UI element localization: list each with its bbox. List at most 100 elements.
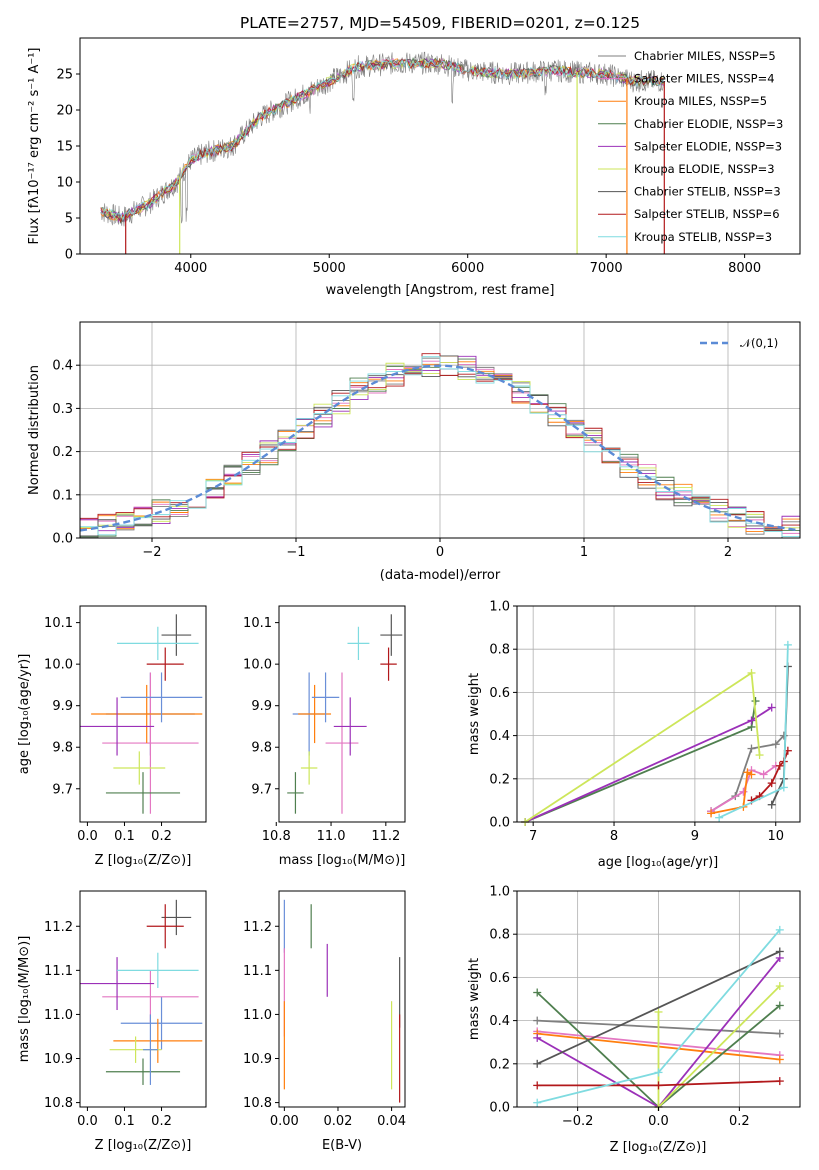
weight-vs-age-frame <box>516 605 801 823</box>
y-tick-label: 9.7 <box>52 782 73 797</box>
y-tick-label: 9.9 <box>251 699 272 714</box>
x-tick-label: 0.0 <box>77 829 98 844</box>
weight-line <box>524 700 757 823</box>
x-tick-label: 7000 <box>590 261 623 276</box>
legend-label: Salpeter MILES, NSSP=4 <box>634 72 775 86</box>
spectrum-panel: 4000 5000 6000 7000 8000 0 5 10 15 20 25 wavelengt… <box>27 37 801 298</box>
y-tick-label: 9.8 <box>251 741 272 756</box>
x-tick-label: 10.8 <box>262 829 291 844</box>
errorbar-point <box>80 697 155 756</box>
errorbar-point <box>80 957 155 1011</box>
y-tick-label: 11.0 <box>243 1008 272 1023</box>
age-vs-z-ylabel: age [log₁₀(age/yr)] <box>17 654 32 775</box>
errorbar-point <box>347 626 370 660</box>
x-tick-label: 7 <box>529 829 537 844</box>
y-tick-label: 9.8 <box>52 741 73 756</box>
y-tick-label: 10.9 <box>44 1052 73 1067</box>
y-tick-label: 0.8 <box>489 643 510 658</box>
errorbar-point <box>161 899 192 936</box>
x-tick-label: 0.00 <box>270 1114 299 1129</box>
weight-line <box>524 706 773 823</box>
spectrum-lines <box>100 51 665 254</box>
spectrum-model-line <box>100 58 664 223</box>
y-tick-label: 11.2 <box>243 920 272 935</box>
errorbar-point <box>300 751 318 785</box>
errorbar-point <box>120 672 203 723</box>
legend-label: Salpeter STELIB, NSSP=6 <box>634 207 780 221</box>
weight-line <box>751 750 789 802</box>
legend-label: Kroupa STELIB, NSSP=3 <box>634 230 772 244</box>
weight-series <box>521 697 760 826</box>
spectrum-model-line <box>100 57 664 222</box>
errorbar-point <box>161 614 192 656</box>
y-tick-label: 10.1 <box>243 616 272 631</box>
y-tick-label: 0.0 <box>489 816 510 831</box>
mass-vs-ebv-xlabel: E(B-V) <box>322 1138 362 1153</box>
legend-label: Chabrier MILES, NSSP=5 <box>634 49 776 63</box>
y-tick-label: 0.3 <box>52 402 73 417</box>
age-vs-mass-panel: 10.8 11.0 11.2 9.7 9.8 9.9 10.0 10.1 mass [log₁… <box>243 605 406 868</box>
mass-vs-ebv-frame <box>278 890 406 1108</box>
x-tick-label: 8000 <box>728 261 761 276</box>
mass-vs-z-panel: 0.0 0.1 0.2 10.8 10.9 11.0 11.1 11.2 Z [log₁₀(Z… <box>17 890 207 1153</box>
x-tick-label: 0.1 <box>114 1114 135 1129</box>
y-tick-label: 20 <box>56 104 73 119</box>
errorbar-point <box>117 626 199 660</box>
x-tick-label: 0 <box>436 545 444 560</box>
residual-xlabel: (data-model)/error <box>380 568 501 583</box>
x-tick-label: 10 <box>767 829 784 844</box>
y-tick-label: 11.1 <box>44 964 73 979</box>
residual-ylabel: Normed distribution <box>27 365 42 495</box>
y-tick-label: 10.9 <box>243 1052 272 1067</box>
errorbar-point <box>380 614 403 656</box>
errorbar-point <box>325 672 359 814</box>
errorbar-point <box>117 952 199 988</box>
age-vs-mass-frame <box>278 605 406 823</box>
errorbar-point <box>380 647 397 681</box>
y-tick-label: 0.8 <box>489 928 510 943</box>
figure-title: PLATE=2757, MJD=54509, FIBERID=0201, z=0… <box>240 14 640 32</box>
weight-vs-age-ylabel: mass weight <box>467 673 482 755</box>
weight-vs-z-panel: −0.2 0.0 0.2 0.0 0.2 0.4 0.6 0.8 1.0 Z [log₁₀(Z/… <box>467 885 801 1155</box>
errorbar-point <box>102 672 199 814</box>
spectrum-model-line <box>100 58 664 224</box>
residual-panel: −2 −1 0 1 2 0.0 0.1 0.2 0.3 0.4 (data-model)/erro… <box>27 321 801 583</box>
mass-vs-z-ylabel: mass [log₁₀(M/M⊙)] <box>17 936 32 1063</box>
errorbar-point <box>333 697 367 756</box>
x-tick-label: 2 <box>724 545 732 560</box>
spectrum-ylabel: Flux [fλ10⁻¹⁷ erg cm⁻² s⁻¹ A⁻¹] <box>27 48 42 245</box>
spectrum-model-line <box>100 57 664 221</box>
weight-series <box>715 640 792 822</box>
errorbar-point <box>287 772 304 814</box>
x-tick-label: −1 <box>286 545 305 560</box>
errorbar-point <box>91 684 203 744</box>
x-tick-label: 0.02 <box>324 1114 353 1129</box>
weight-line <box>536 950 781 1065</box>
weight-line <box>710 770 752 815</box>
legend-label: Kroupa MILES, NSSP=5 <box>634 94 767 108</box>
errorbar-point <box>113 751 166 785</box>
y-tick-label: 0.6 <box>489 971 510 986</box>
y-tick-label: 11.2 <box>44 920 73 935</box>
x-tick-label: 8 <box>610 829 618 844</box>
age-vs-mass-xlabel: mass [log₁₀(M/M⊙)] <box>279 853 406 868</box>
weight-vs-age-panel: 7 8 9 10 0.0 0.2 0.4 0.6 0.8 1.0 age [log₁₀(age/y… <box>467 600 801 870</box>
y-tick-label: 10.0 <box>243 658 272 673</box>
legend-label: Chabrier STELIB, NSSP=3 <box>634 185 781 199</box>
y-tick-label: 0.2 <box>489 772 510 787</box>
x-tick-label: 9 <box>691 829 699 844</box>
weight-series <box>533 1077 784 1090</box>
y-tick-label: 0 <box>65 248 73 263</box>
errorbar-point <box>105 1058 181 1085</box>
normal-curve <box>79 364 801 532</box>
y-tick-label: 0.6 <box>489 686 510 701</box>
y-tick-label: 0.0 <box>52 532 73 547</box>
errorbar-point <box>146 647 184 681</box>
y-tick-label: 10.8 <box>243 1096 272 1111</box>
histogram-group <box>79 353 801 539</box>
x-tick-label: 0.0 <box>77 1114 98 1129</box>
y-tick-label: 0.0 <box>489 1101 510 1116</box>
y-tick-label: 11.1 <box>243 964 272 979</box>
mass-vs-z-xlabel: Z [log₁₀(Z/Z⊙)] <box>95 1138 192 1153</box>
